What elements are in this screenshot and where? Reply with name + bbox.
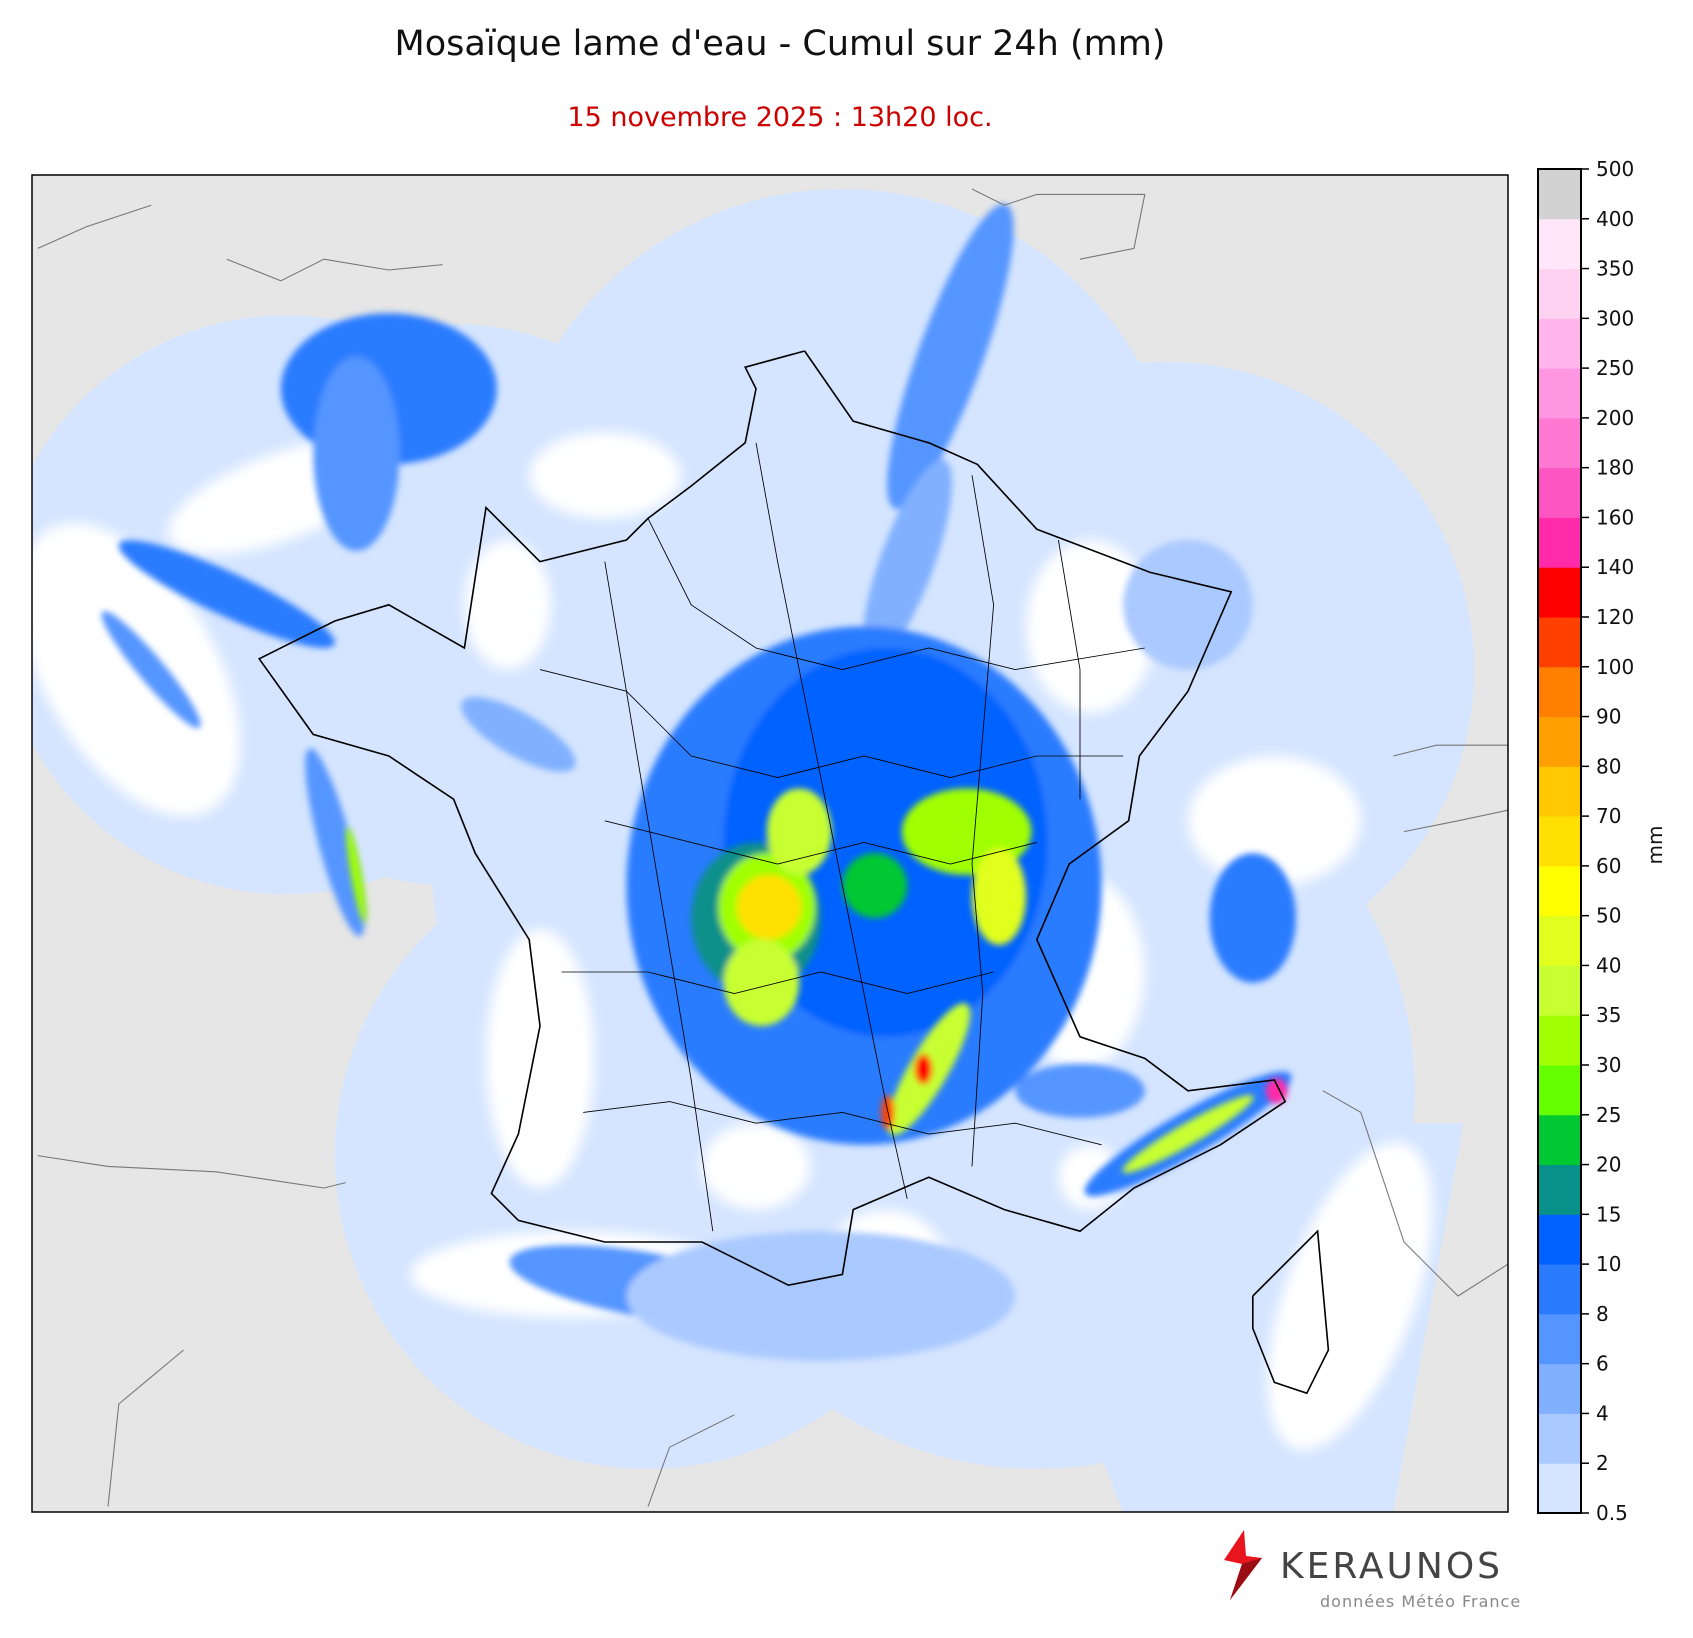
colorbar-bin: [1538, 1313, 1581, 1365]
colorbar-bin: [1538, 865, 1581, 917]
colorbar-bin: [1538, 816, 1581, 867]
colorbar-tick-label: 90: [1596, 705, 1621, 729]
colorbar: 0.5 2 4 6 8 10 15 20 25 30 35 40 50 60 70 80 90 100 120 140…: [1537, 157, 1634, 1525]
colorbar-bin: [1538, 1164, 1581, 1215]
colorbar-bin: [1538, 169, 1581, 220]
colorbar-tick-label: 400: [1596, 207, 1634, 231]
colorbar-tick-label: 160: [1596, 505, 1634, 529]
colorbar-bin: [1538, 617, 1581, 668]
colorbar-tick-label: 300: [1596, 306, 1634, 330]
colorbar-tick-label: 10: [1596, 1252, 1621, 1276]
map-frame: [31, 174, 1509, 1513]
colorbar-bin: [1538, 268, 1581, 319]
colorbar-unit: mm: [1643, 826, 1667, 865]
data-credit: données Météo France: [1320, 1592, 1522, 1611]
colorbar-tick-label: 4: [1596, 1401, 1609, 1425]
colorbar-bin: [1538, 1114, 1581, 1166]
colorbar-tick-label: 250: [1596, 356, 1634, 380]
colorbar-bin: [1538, 1463, 1581, 1514]
france-border: [257, 350, 1330, 1395]
colorbar-tick-label: 6: [1596, 1352, 1609, 1376]
colorbar-bin: [1538, 1264, 1581, 1315]
colorbar-tick-label: 350: [1596, 257, 1634, 281]
colorbar-bin: [1538, 766, 1581, 817]
colorbar-bin: [1538, 417, 1581, 469]
colorbar-bin: [1538, 1413, 1581, 1464]
neighbor-borders: [37, 188, 1508, 1507]
colorbar-bin: [1538, 666, 1581, 718]
colorbar-bin: [1538, 1065, 1581, 1116]
colorbar-bin: [1538, 1214, 1581, 1265]
colorbar-bin: [1538, 467, 1581, 518]
colorbar-tick-label: 2: [1596, 1451, 1609, 1475]
colorbar-tick-label: 500: [1596, 157, 1634, 181]
colorbar-tick-label: 140: [1596, 555, 1634, 579]
colorbar-bin: [1538, 915, 1581, 966]
heavy-rain-cores: [346, 788, 1288, 1173]
colorbar-tick-label: 40: [1596, 953, 1621, 977]
department-borders: [539, 442, 1145, 1232]
colorbar-tick-label: 60: [1596, 854, 1621, 878]
colorbar-bin: [1538, 218, 1581, 270]
colorbar-bin: [1538, 1363, 1581, 1414]
radar-coverage: [32, 188, 1508, 1512]
brand-name: KERAUNOS: [1280, 1546, 1504, 1587]
colorbar-tick-label: 15: [1596, 1202, 1621, 1226]
colorbar-tick-label: 8: [1596, 1302, 1609, 1326]
colorbar-tick-label: 180: [1596, 456, 1634, 480]
colorbar-tick-label: 30: [1596, 1053, 1621, 1077]
colorbar-tick-label: 20: [1596, 1153, 1621, 1177]
colorbar-tick-label: 70: [1596, 804, 1621, 828]
colorbar-tick-label: 80: [1596, 754, 1621, 778]
keraunos-bolt-logo: [1224, 1530, 1262, 1600]
colorbar-tick-label: 200: [1596, 406, 1634, 430]
colorbar-tick-label: 120: [1596, 605, 1634, 629]
colorbar-frame: [1537, 168, 1582, 1514]
colorbar-bin: [1538, 716, 1581, 767]
colorbar-tick-label: 0.5: [1596, 1501, 1628, 1525]
colorbar-bin: [1538, 965, 1581, 1016]
colorbar-tick-label: 50: [1596, 904, 1621, 928]
colorbar-bin: [1538, 1015, 1581, 1066]
colorbar-bin: [1538, 368, 1581, 419]
colorbar-bin: [1538, 567, 1581, 618]
colorbar-tick-label: 100: [1596, 655, 1634, 679]
colorbar-tick-label: 35: [1596, 1003, 1621, 1027]
colorbar-bin: [1538, 318, 1581, 369]
map-title: Mosaïque lame d'eau - Cumul sur 24h (mm): [394, 24, 1166, 64]
colorbar-bin: [1538, 517, 1581, 568]
map-subtitle: 15 novembre 2025 : 13h20 loc.: [567, 102, 993, 133]
colorbar-tick-label: 25: [1596, 1103, 1621, 1127]
